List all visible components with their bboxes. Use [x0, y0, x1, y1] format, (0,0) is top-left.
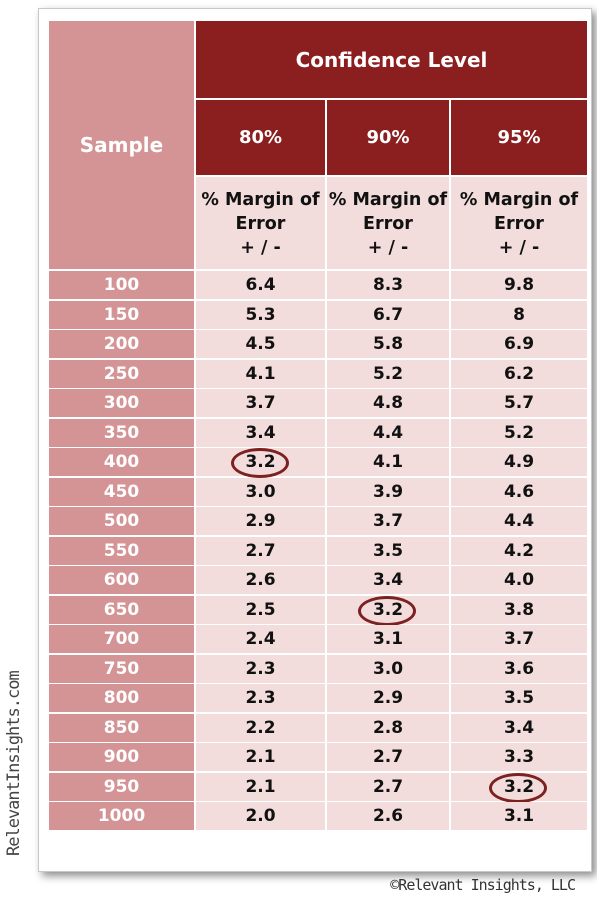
subheader-95: % Margin of Error + / -: [451, 177, 587, 269]
margin-value-cell-v80: 6.4: [196, 271, 325, 299]
sample-size-cell: 750: [49, 654, 194, 683]
margin-value-cell-v90: 4.1: [327, 448, 449, 476]
margin-of-error-table: Sample Confidence Level 80% 90% 95% % Ma…: [49, 21, 587, 863]
margin-value-cell-v90: 3.9: [327, 477, 449, 506]
level-header-80: 80%: [196, 100, 325, 175]
subheader-line: % Margin of: [328, 190, 448, 210]
margin-value-cell-v95: 5.2: [451, 418, 587, 447]
subheader-line: Error: [494, 214, 544, 234]
margin-value-cell-v90: 3.0: [327, 654, 449, 683]
margin-value-cell-v95: 3.1: [451, 802, 587, 830]
sample-size-cell: 900: [49, 743, 194, 771]
sample-size-cell: 300: [49, 389, 194, 417]
margin-value-cell-v80: 2.5: [196, 595, 325, 624]
margin-value-cell-v95: 3.6: [451, 654, 587, 683]
subheader-line: + / -: [367, 238, 409, 258]
subheader-line: Error: [363, 214, 413, 234]
margin-value-cell-v80: 2.3: [196, 684, 325, 712]
margin-value-cell-v80: 3.7: [196, 389, 325, 417]
sample-size-cell: 450: [49, 477, 194, 506]
sample-size-cell: 100: [49, 271, 194, 299]
margin-value-cell-v95: 3.5: [451, 684, 587, 712]
margin-value-cell-v90: 3.4: [327, 566, 449, 594]
sample-size-cell: 700: [49, 625, 194, 653]
margin-value-cell-v95: 6.9: [451, 330, 587, 358]
level-header-95: 95%: [451, 100, 587, 175]
highlight-circle: [489, 772, 547, 803]
subheader-80: % Margin of Error + / -: [196, 177, 325, 269]
margin-value-cell-v80: 2.3: [196, 654, 325, 683]
margin-value-cell-v90: 8.3: [327, 271, 449, 299]
sample-size-cell: 250: [49, 359, 194, 388]
sample-size-cell: 600: [49, 566, 194, 594]
margin-value-cell-v90: 4.8: [327, 389, 449, 417]
margin-value-cell-v80: 4.5: [196, 330, 325, 358]
subheader-line: + / -: [240, 238, 281, 258]
sample-size-cell: 500: [49, 507, 194, 535]
sample-size-cell: 650: [49, 595, 194, 624]
margin-value-cell-v95: 4.2: [451, 536, 587, 565]
margin-value-cell-v80: 3.4: [196, 418, 325, 447]
margin-value-cell-v90: 3.7: [327, 507, 449, 535]
margin-value-cell-v90: 3.1: [327, 625, 449, 653]
margin-value-cell-v95: 4.4: [451, 507, 587, 535]
sample-column-header: Sample: [49, 21, 194, 269]
sample-size-cell: 200: [49, 330, 194, 358]
margin-value-cell-v90: 2.9: [327, 684, 449, 712]
subheader-line: % Margin of: [201, 190, 320, 210]
copyright-text: ©Relevant Insights, LLC: [390, 876, 576, 894]
sample-size-cell: 1000: [49, 802, 194, 830]
sample-size-cell: 350: [49, 418, 194, 447]
margin-value-cell-v90: 2.8: [327, 713, 449, 742]
watermark-text: RelevantInsights.com: [4, 671, 24, 856]
margin-value-cell-v90: 2.6: [327, 802, 449, 830]
margin-value-cell-v95: 3.7: [451, 625, 587, 653]
margin-value-cell-v95: 6.2: [451, 359, 587, 388]
margin-value-cell-v90: 3.5: [327, 536, 449, 565]
margin-value-cell-v95: 3.8: [451, 595, 587, 624]
margin-value-cell-v95: 9.8: [451, 271, 587, 299]
sample-size-cell: 950: [49, 772, 194, 801]
margin-value-cell-v80: 2.9: [196, 507, 325, 535]
margin-value-cell-v80: 2.0: [196, 802, 325, 830]
subheader-line: + / -: [498, 238, 540, 258]
margin-value-cell-v90: 5.8: [327, 330, 449, 358]
margin-value-cell-v90: 4.4: [327, 418, 449, 447]
margin-value-cell-v95: 8: [451, 300, 587, 329]
margin-value-cell-v95: 4.9: [451, 448, 587, 476]
sample-size-cell: 150: [49, 300, 194, 329]
margin-value-cell-v95: 3.3: [451, 743, 587, 771]
margin-value-cell-v90: 2.7: [327, 772, 449, 801]
margin-value-cell-v80: 5.3: [196, 300, 325, 329]
level-header-90: 90%: [327, 100, 449, 175]
margin-value-cell-v80: 4.1: [196, 359, 325, 388]
margin-value-cell-v90: 2.7: [327, 743, 449, 771]
sample-size-cell: 400: [49, 448, 194, 476]
sample-size-cell: 550: [49, 536, 194, 565]
margin-value-cell-v80: 2.2: [196, 713, 325, 742]
margin-value-cell-v95: 5.7: [451, 389, 587, 417]
confidence-level-header: Confidence Level: [196, 21, 587, 98]
margin-value-cell-v80: 2.6: [196, 566, 325, 594]
subheader-90: % Margin of Error + / -: [327, 177, 449, 269]
margin-value-cell-v80: 2.4: [196, 625, 325, 653]
subheader-line: Error: [235, 214, 286, 234]
margin-value-cell-v80: 2.7: [196, 536, 325, 565]
margin-value-cell-v80: 2.1: [196, 743, 325, 771]
highlight-circle: [358, 595, 416, 626]
margin-value-cell-v95: 3.4: [451, 713, 587, 742]
margin-value-cell-v80: 3.0: [196, 477, 325, 506]
margin-value-cell-v95: 4.6: [451, 477, 587, 506]
subheader-line: % Margin of: [459, 190, 579, 210]
highlight-circle: [230, 448, 289, 478]
sample-size-cell: 800: [49, 684, 194, 712]
margin-value-cell-v80: 2.1: [196, 772, 325, 801]
sample-size-cell: 850: [49, 713, 194, 742]
margin-value-cell-v90: 5.2: [327, 359, 449, 388]
margin-value-cell-v95: 4.0: [451, 566, 587, 594]
margin-value-cell-v90: 6.7: [327, 300, 449, 329]
